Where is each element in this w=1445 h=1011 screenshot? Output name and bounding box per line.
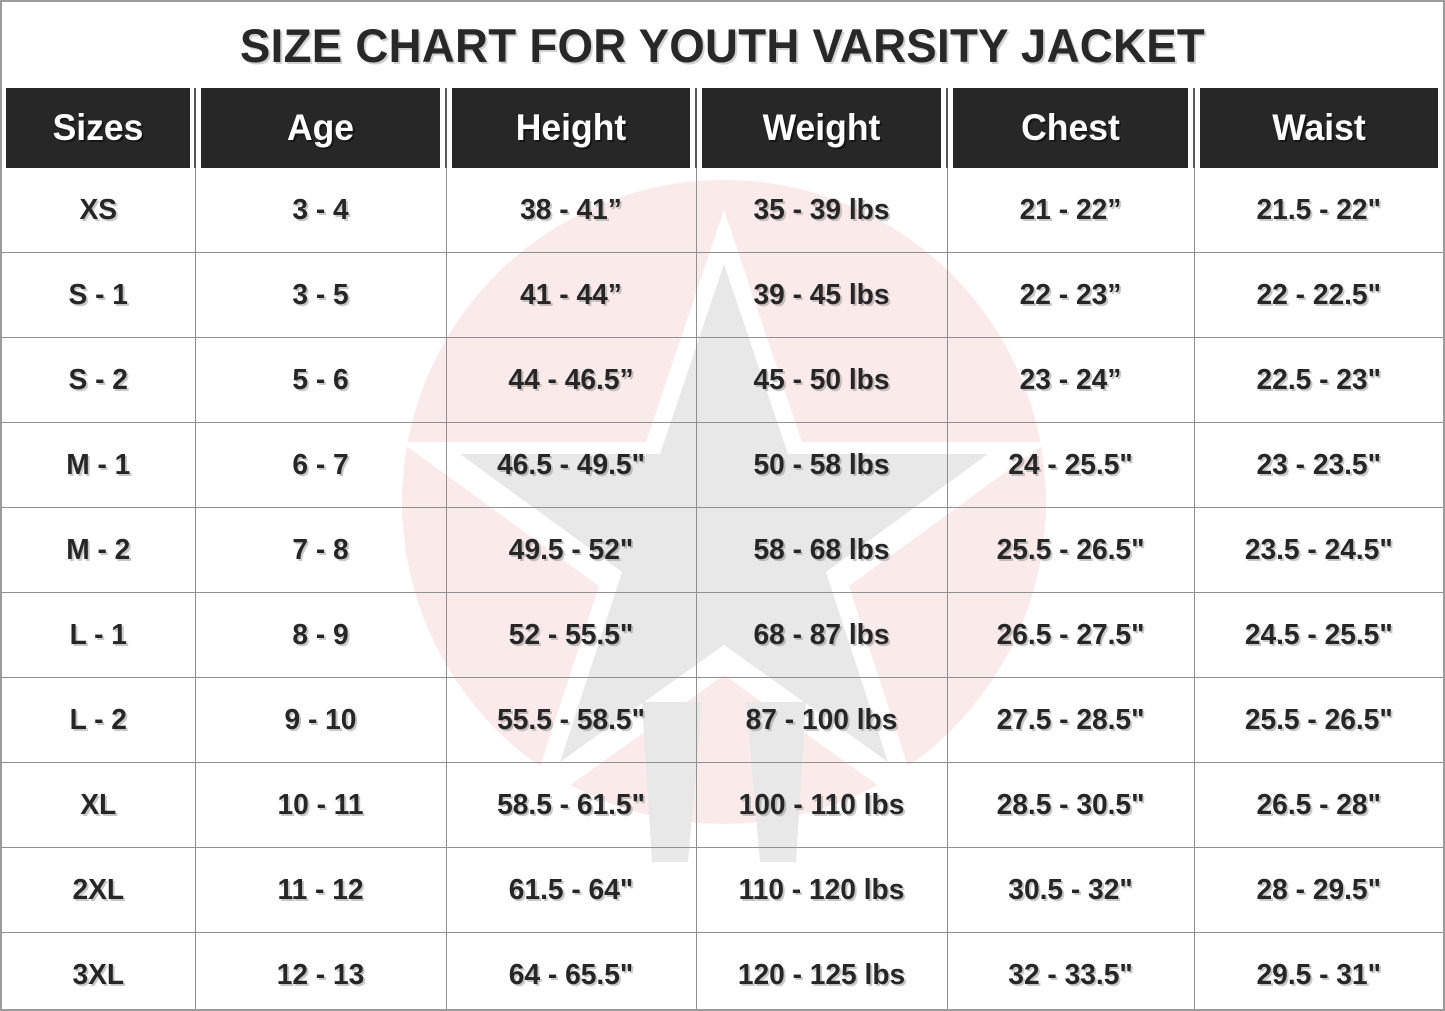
cell-size: L - 1 [4,592,193,678]
cell-size: 3XL [4,932,193,1009]
table-row: M - 1 6 - 7 46.5 - 49.5" 50 - 58 lbs 24 … [2,422,1443,508]
cell-waist: 22.5 - 23" [1197,337,1440,423]
cell-size: S - 2 [4,337,193,423]
cell-height: 49.5 - 52" [449,507,693,593]
table-row: M - 2 7 - 8 49.5 - 52" 58 - 68 lbs 25.5 … [2,507,1443,593]
cell-height: 38 - 41” [449,168,693,253]
cell-waist: 28 - 29.5" [1197,847,1440,933]
cell-chest: 32 - 33.5" [950,932,1191,1009]
table-row: 2XL 11 - 12 61.5 - 64" 110 - 120 lbs 30.… [2,847,1443,933]
cell-age: 12 - 13 [198,932,443,1009]
table-row: L - 2 9 - 10 55.5 - 58.5" 87 - 100 lbs 2… [2,677,1443,763]
cell-chest: 21 - 22” [950,168,1191,253]
table-row: S - 1 3 - 5 41 - 44” 39 - 45 lbs 22 - 23… [2,252,1443,338]
column-header-sizes: Sizes [5,88,193,168]
cell-size: XL [4,762,193,848]
cell-waist: 23 - 23.5" [1197,422,1440,508]
cell-size: S - 1 [4,252,193,338]
cell-waist: 21.5 - 22" [1197,168,1440,253]
table-row: XS 3 - 4 38 - 41” 35 - 39 lbs 21 - 22” 2… [2,168,1443,253]
cell-waist: 29.5 - 31" [1256,958,1381,991]
cell-age: 6 - 7 [198,422,443,508]
cell-waist: 24.5 - 25.5" [1197,592,1440,678]
cell-age: 11 - 12 [198,847,443,933]
cell-waist: 22 - 22.5" [1197,252,1440,338]
cell-size: M - 1 [4,422,193,508]
cell-weight: 87 - 100 lbs [699,677,944,763]
cell-height: 41 - 44” [449,252,693,338]
cell-height: 64 - 65.5" [449,932,693,1009]
cell-weight: 35 - 39 lbs [699,168,944,253]
cell-weight: 58 - 68 lbs [699,507,944,593]
cell-weight: 110 - 120 lbs [699,847,944,933]
cell-height: 61.5 - 64" [449,847,693,933]
cell-size: M - 2 [4,507,193,593]
cell-height: 46.5 - 49.5" [449,422,693,508]
cell-height: 58.5 - 61.5" [449,762,693,848]
cell-chest: 25.5 - 26.5" [950,507,1191,593]
table-row: L - 1 8 - 9 52 - 55.5" 68 - 87 lbs 26.5 … [2,592,1443,678]
page-title: SIZE CHART FOR YOUTH VARSITY JACKET [239,18,1206,72]
cell-weight: 100 - 110 lbs [699,762,944,848]
cell-chest: 22 - 23” [950,252,1191,338]
cell-age: 10 - 11 [198,762,443,848]
cell-height: 52 - 55.5" [449,592,693,678]
cell-chest: 26.5 - 27.5" [950,592,1191,678]
cell-age: 8 - 9 [198,592,443,678]
cell-height: 55.5 - 58.5" [449,677,693,763]
table-header: Sizes Age Height Weight Chest Waist [2,88,1443,168]
cell-age: 9 - 10 [198,677,443,763]
cell-weight: 39 - 45 lbs [699,252,944,338]
column-header-age: Age [200,88,442,168]
cell-size: L - 2 [4,677,193,763]
cell-chest: 24 - 25.5" [950,422,1191,508]
cell-age: 3 - 5 [198,252,443,338]
column-header-chest: Chest [951,88,1191,168]
cell-chest: 27.5 - 28.5" [950,677,1191,763]
cell-size: 2XL [4,847,193,933]
cell-waist: 23.5 - 24.5" [1197,507,1440,593]
table-row: 3XL 12 - 13 64 - 65.5" 120 - 125 lbs 32 … [2,932,1443,1009]
table-row: XL 10 - 11 58.5 - 61.5" 100 - 110 lbs 28… [2,762,1443,848]
table-row: S - 2 5 - 6 44 - 46.5” 45 - 50 lbs 23 - … [2,337,1443,423]
column-header-weight: Weight [701,88,943,168]
cell-chest: 30.5 - 32" [950,847,1191,933]
cell-waist: 25.5 - 26.5" [1197,677,1440,763]
cell-age: 5 - 6 [198,337,443,423]
cell-weight: 68 - 87 lbs [699,592,944,678]
cell-size: XS [4,168,193,253]
table-body: XS 3 - 4 38 - 41” 35 - 39 lbs 21 - 22” 2… [2,168,1443,1009]
header-row: Sizes Age Height Weight Chest Waist [2,88,1443,168]
column-header-height: Height [451,88,692,168]
chart-title-bar: SIZE CHART FOR YOUTH VARSITY JACKET [2,2,1443,88]
cell-weight: 45 - 50 lbs [699,337,944,423]
cell-age: 3 - 4 [198,168,443,253]
column-header-waist: Waist [1198,88,1439,168]
cell-chest: 23 - 24” [950,337,1191,423]
cell-age: 7 - 8 [198,507,443,593]
cell-weight: 120 - 125 lbs [699,932,944,1009]
cell-waist: 26.5 - 28" [1197,762,1440,848]
size-chart-table: Sizes Age Height Weight Chest Waist XS 3… [2,88,1443,1009]
cell-height: 44 - 46.5” [449,337,693,423]
cell-weight: 50 - 58 lbs [699,422,944,508]
cell-chest: 28.5 - 30.5" [950,762,1191,848]
